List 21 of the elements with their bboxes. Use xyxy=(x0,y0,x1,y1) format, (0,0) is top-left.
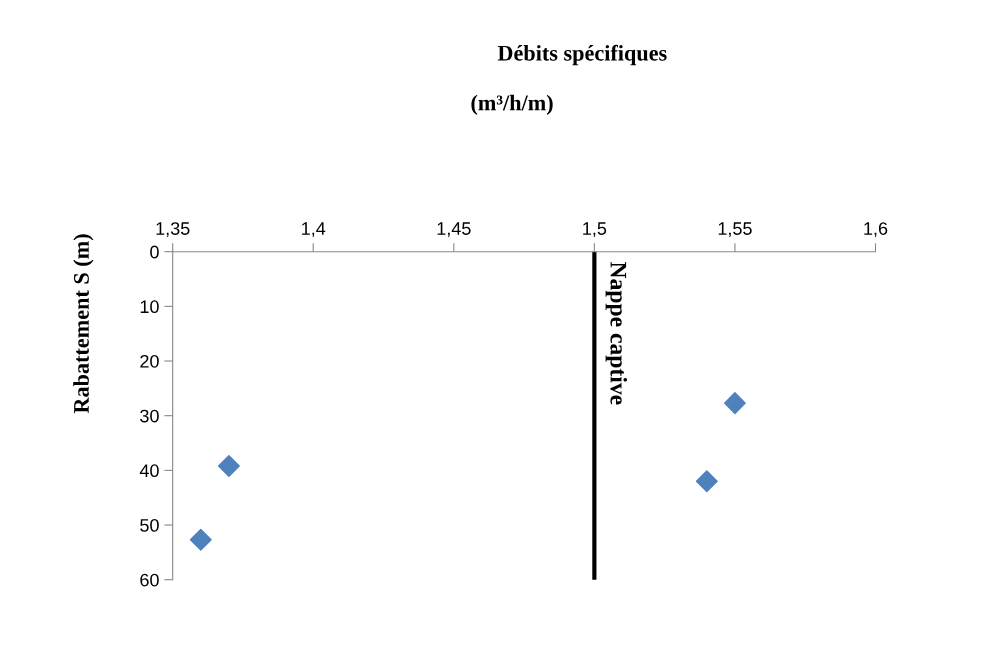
y-tick-label: 50 xyxy=(140,518,159,532)
x-tick-label: 1,6 xyxy=(864,222,888,238)
x-tick-label: 1,45 xyxy=(437,222,471,238)
y-tick-label: 60 xyxy=(140,573,159,587)
point xyxy=(217,455,240,477)
y-tick-label: 30 xyxy=(140,409,159,423)
chart-title: Débits spécifiques xyxy=(497,44,667,66)
y-tick-label: 10 xyxy=(140,300,159,314)
point xyxy=(189,528,212,551)
y-tick-label: 40 xyxy=(139,464,159,478)
x-tick-label: 1,4 xyxy=(302,222,326,238)
point xyxy=(723,392,746,415)
y-axis-title: Rabattement S (m) xyxy=(73,234,94,414)
x-tick-label: 1,5 xyxy=(583,222,607,238)
x-axis-title: (m³/h/m) xyxy=(471,94,553,115)
y-tick-label: 20 xyxy=(140,354,159,368)
ref-line-label: Nappe captive xyxy=(605,261,628,405)
y-tick-label: 0 xyxy=(150,245,159,259)
x-tick-label: 1,55 xyxy=(718,222,752,238)
x-tick-label: 1,35 xyxy=(156,222,190,238)
point xyxy=(695,470,718,493)
